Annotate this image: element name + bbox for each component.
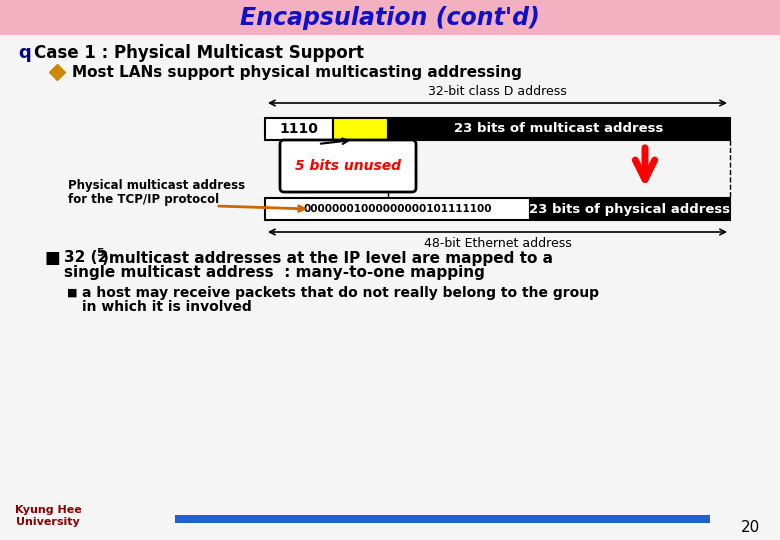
FancyBboxPatch shape xyxy=(280,140,416,192)
Text: ■: ■ xyxy=(44,249,60,267)
Text: Most LANs support physical multicasting addressing: Most LANs support physical multicasting … xyxy=(72,64,522,79)
Text: 32 (2: 32 (2 xyxy=(64,251,108,266)
Text: q: q xyxy=(18,44,30,62)
Text: 5 bits unused: 5 bits unused xyxy=(295,159,401,173)
Text: 00000001000000000101111100: 00000001000000000101111100 xyxy=(303,204,491,214)
Text: )multicast addresses at the IP level are mapped to a: )multicast addresses at the IP level are… xyxy=(102,251,553,266)
Text: single multicast address  : many-to-one mapping: single multicast address : many-to-one m… xyxy=(64,265,485,280)
Bar xyxy=(333,118,388,140)
Text: 23 bits of physical address: 23 bits of physical address xyxy=(530,202,731,215)
Text: Physical multicast address: Physical multicast address xyxy=(68,179,245,192)
Bar xyxy=(530,198,730,220)
Text: University: University xyxy=(16,517,80,527)
Text: ■: ■ xyxy=(67,288,77,298)
Text: 20: 20 xyxy=(740,521,760,536)
Text: in which it is involved: in which it is involved xyxy=(82,300,252,314)
Bar xyxy=(175,515,710,523)
Text: for the TCP/IP protocol: for the TCP/IP protocol xyxy=(68,192,219,206)
Text: Kyung Hee: Kyung Hee xyxy=(15,505,81,515)
Text: 23 bits of multicast address: 23 bits of multicast address xyxy=(454,123,664,136)
Text: 32-bit class D address: 32-bit class D address xyxy=(428,85,567,98)
Bar xyxy=(0,0,780,35)
Text: 48-bit Ethernet address: 48-bit Ethernet address xyxy=(424,237,572,250)
Text: 5: 5 xyxy=(96,248,104,258)
Bar xyxy=(265,198,530,220)
Text: 1110: 1110 xyxy=(279,122,318,136)
Text: a host may receive packets that do not really belong to the group: a host may receive packets that do not r… xyxy=(82,286,599,300)
Text: Encapsulation (cont'd): Encapsulation (cont'd) xyxy=(240,6,540,30)
Text: Case 1 : Physical Multicast Support: Case 1 : Physical Multicast Support xyxy=(34,44,364,62)
Bar xyxy=(265,118,333,140)
Bar xyxy=(388,118,730,140)
